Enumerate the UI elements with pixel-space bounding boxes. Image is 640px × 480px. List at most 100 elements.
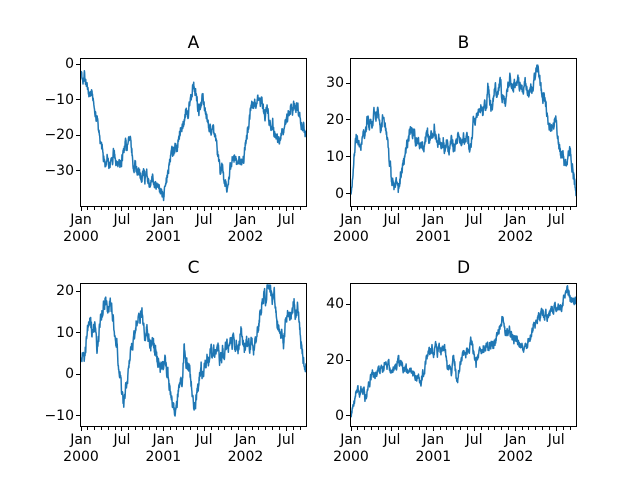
x-tick-mark-minor [155,427,157,430]
y-tick-mark [76,332,80,334]
y-tick-label: 40 [326,296,344,313]
x-tick-mark-minor [142,207,144,210]
x-tick-label: Jul [465,212,483,228]
x-tick-mark-minor [149,207,151,210]
x-tick-mark-minor [278,207,280,210]
x-tick-mark-minor [100,207,102,210]
x-tick-mark-minor [189,207,191,210]
x-tick-label: Jan 2000 [333,212,369,245]
x-tick-mark-minor [521,207,523,210]
x-tick-mark-minor [405,427,407,430]
y-tick-mark [346,82,350,84]
x-tick-mark-minor [466,427,468,430]
x-tick-mark-minor [528,207,530,210]
x-tick-mark-minor [541,427,543,430]
x-tick-mark-minor [370,427,372,430]
x-tick-mark-minor [217,207,219,210]
x-tick-mark-minor [224,427,226,430]
y-tick-mark [76,290,80,292]
y-tick-label: −30 [44,162,74,179]
subplot-c-title: C [187,258,200,278]
x-tick-label: Jan 2001 [415,212,452,245]
y-tick-mark [346,359,350,361]
x-tick-mark-minor [446,207,448,210]
x-tick-mark-minor [541,207,543,210]
x-tick-mark-minor [364,427,365,430]
x-tick-mark-minor [265,207,267,210]
y-tick-label: 10 [326,148,344,165]
x-tick-mark-minor [251,427,253,430]
x-tick-mark-minor [357,427,359,430]
x-tick-mark-minor [508,427,509,430]
x-tick-mark-minor [114,207,116,210]
x-tick-mark-minor [107,427,109,430]
x-tick-mark-minor [278,427,280,430]
y-tick-mark [76,373,80,375]
line-series-a [81,70,306,202]
x-tick-label: Jan 2000 [63,432,99,465]
x-tick-mark-minor [231,427,233,430]
x-tick-mark-minor [114,427,116,430]
subplot-c: C 20 10 0 −10 Jan 2000 Jul Jan 2001 Jul Jan 2002… [44,258,307,465]
y-tick-label: 20 [56,283,74,300]
x-tick-mark-major [350,207,352,211]
x-tick-mark-minor [412,207,414,210]
x-tick-mark-major [244,427,246,431]
subplot-b-title: B [457,33,470,53]
x-tick-mark-minor [494,207,496,210]
x-tick-mark-minor [548,427,550,430]
line-series-c [81,284,306,417]
x-tick-mark-major [514,427,516,431]
x-tick-mark-minor [569,207,571,210]
x-tick-mark-major [432,427,434,431]
x-tick-mark-minor [419,207,421,210]
x-tick-mark-major [285,427,287,431]
x-tick-mark-major [473,427,475,431]
x-tick-mark-minor [196,427,198,430]
x-tick-mark-minor [357,207,359,210]
x-tick-mark-minor [251,207,253,210]
subplot-b: B 30 20 10 0 Jan 2000 Jul Jan 2001 Jul Jan 2002 J… [326,33,577,245]
x-tick-mark-major [203,427,205,431]
x-tick-mark-minor [377,207,379,210]
x-tick-mark-minor [398,207,400,210]
x-tick-mark-minor [459,207,461,210]
x-tick-label: Jan 2002 [227,432,264,465]
x-tick-mark-major [514,207,516,211]
y-tick-label: −10 [44,91,74,108]
x-tick-mark-minor [258,427,260,430]
y-tick-mark [346,193,350,195]
y-tick-label: 20 [326,352,344,369]
x-tick-mark-major [121,207,123,211]
x-tick-mark-minor [548,207,550,210]
x-tick-mark-minor [238,427,239,430]
subplot-d: D 40 20 0 Jan 2000 Jul Jan 2001 Jul Jan 2002 Jul [326,258,577,465]
x-tick-mark-minor [562,427,564,430]
y-tick-mark [76,63,80,65]
y-tick-label: −20 [44,127,74,144]
x-tick-mark-minor [425,427,427,430]
x-tick-label: Jan 2002 [227,212,264,245]
x-tick-label: Jul [113,432,131,448]
x-tick-mark-minor [135,207,137,210]
x-tick-mark-major [350,427,352,431]
x-tick-mark-minor [210,207,212,210]
x-tick-mark-minor [535,207,537,210]
x-tick-mark-minor [446,427,448,430]
x-tick-label: Jul [113,212,131,228]
x-tick-mark-minor [459,427,461,430]
x-tick-label: Jul [277,212,295,228]
x-tick-mark-minor [128,427,130,430]
x-tick-mark-minor [258,207,260,210]
x-tick-mark-minor [183,427,185,430]
x-tick-label: Jul [383,432,401,448]
x-tick-mark-minor [480,207,482,210]
y-tick-mark [346,303,350,305]
x-tick-mark-major [432,207,434,211]
x-tick-mark-minor [439,207,441,210]
x-tick-mark-minor [528,427,530,430]
y-tick-label: 20 [326,111,344,128]
x-tick-mark-minor [384,427,386,430]
x-tick-mark-minor [107,207,109,210]
x-tick-label: Jan 2002 [497,212,534,245]
